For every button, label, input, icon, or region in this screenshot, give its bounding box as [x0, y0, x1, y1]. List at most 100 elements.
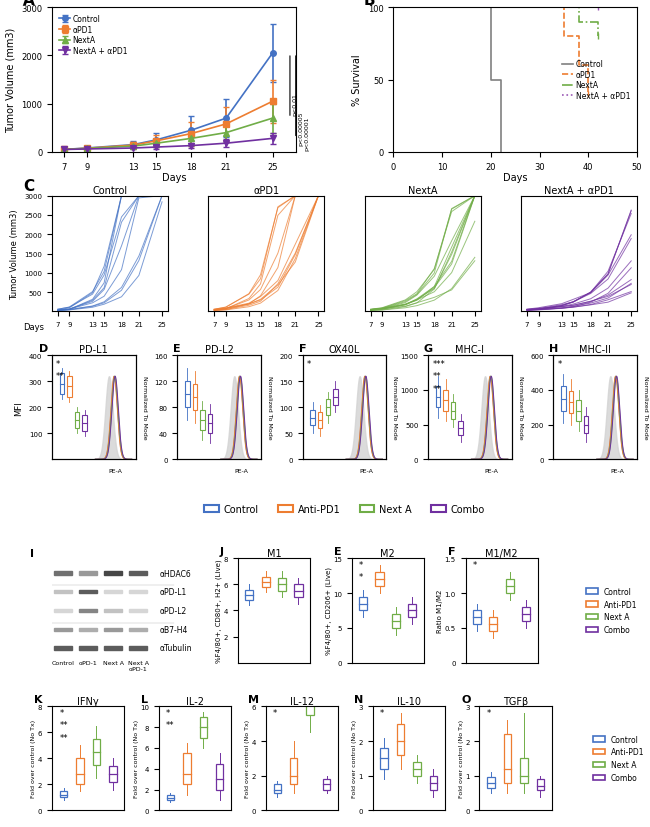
Text: **: **	[59, 733, 68, 742]
Bar	[473, 611, 481, 624]
Bar	[104, 590, 122, 594]
Bar	[200, 717, 207, 738]
Y-axis label: % Survival: % Survival	[352, 55, 362, 106]
Text: B: B	[364, 0, 376, 8]
Bar	[294, 585, 302, 598]
Title: TGFβ: TGFβ	[503, 696, 528, 705]
Text: K: K	[34, 695, 42, 705]
Title: MHC-II: MHC-II	[579, 345, 611, 355]
Bar	[290, 758, 298, 785]
Title: MHC-I: MHC-I	[456, 345, 484, 355]
Bar	[326, 400, 330, 415]
Text: *: *	[359, 560, 363, 569]
Y-axis label: Fold over control (No Tx): Fold over control (No Tx)	[352, 719, 357, 797]
Y-axis label: Normalized To Mode: Normalized To Mode	[643, 376, 648, 439]
Title: PD-L1: PD-L1	[79, 345, 108, 355]
Bar	[129, 590, 148, 594]
Text: PE-A: PE-A	[234, 468, 248, 473]
Text: L: L	[141, 695, 148, 705]
Bar	[192, 385, 197, 411]
Bar	[54, 647, 72, 650]
Bar	[79, 628, 97, 631]
Text: Control: Control	[51, 661, 74, 666]
Bar	[333, 390, 337, 405]
Text: *: *	[166, 708, 170, 717]
Bar	[306, 693, 314, 715]
Text: *: *	[473, 560, 477, 569]
Legend: Control, αPD1, NextA, NextA + αPD1: Control, αPD1, NextA, NextA + αPD1	[56, 12, 130, 59]
Bar	[104, 609, 122, 612]
Title: αPD1: αPD1	[254, 186, 280, 196]
Title: M2: M2	[380, 548, 395, 558]
Text: αPD-1: αPD-1	[79, 661, 97, 666]
Text: O: O	[462, 695, 471, 705]
Text: **: **	[432, 384, 441, 393]
Text: J: J	[220, 547, 224, 557]
Bar	[166, 795, 174, 800]
Text: αTubulin: αTubulin	[160, 643, 192, 653]
Text: p<0.00001: p<0.00001	[304, 117, 309, 151]
Text: αHDAC6: αHDAC6	[160, 569, 192, 578]
Bar	[376, 572, 384, 586]
Bar	[436, 387, 440, 408]
Legend: Control, Anti-PD1, Next A, Combo: Control, Anti-PD1, Next A, Combo	[583, 584, 640, 638]
Bar	[104, 647, 122, 650]
Text: p<0.00005: p<0.00005	[298, 112, 303, 146]
Text: Next A: Next A	[103, 661, 124, 666]
Bar	[443, 390, 448, 411]
Text: αPD-L1: αPD-L1	[160, 587, 187, 596]
Line: NextA: NextA	[393, 8, 598, 37]
Text: *: *	[56, 359, 60, 368]
Bar	[79, 647, 97, 650]
Text: H: H	[549, 343, 558, 354]
Text: Days: Days	[23, 323, 44, 332]
Bar	[397, 724, 404, 755]
Bar	[569, 391, 573, 414]
Control	[389, 3, 397, 13]
Bar	[67, 376, 72, 397]
Bar	[79, 571, 97, 575]
Bar	[216, 763, 224, 790]
Bar	[489, 618, 497, 632]
Bar	[520, 758, 528, 782]
Y-axis label: %F4/80+, CD206+ (Live): %F4/80+, CD206+ (Live)	[325, 566, 332, 655]
Bar	[506, 580, 514, 594]
Text: **: **	[432, 371, 441, 380]
Bar	[76, 758, 84, 785]
NextA	[560, 3, 568, 13]
NextA	[389, 3, 397, 13]
Bar	[79, 609, 97, 612]
Bar	[60, 374, 64, 394]
Title: Control: Control	[92, 186, 127, 196]
Bar	[522, 607, 530, 621]
Bar	[413, 762, 421, 776]
Text: Next A
αPD-1: Next A αPD-1	[128, 661, 149, 672]
Bar	[60, 791, 67, 797]
X-axis label: Days: Days	[162, 173, 186, 183]
Bar	[129, 628, 148, 631]
Y-axis label: %F4/80+, CD80+, H2+ (Live): %F4/80+, CD80+, H2+ (Live)	[216, 559, 222, 662]
Bar	[576, 401, 581, 422]
αPD1	[575, 61, 582, 71]
Control	[497, 148, 504, 158]
Title: NextA: NextA	[408, 186, 437, 196]
Y-axis label: Tumor Volume (mm3): Tumor Volume (mm3)	[10, 209, 19, 299]
Y-axis label: MFI: MFI	[14, 400, 23, 415]
Text: E: E	[173, 343, 181, 354]
Bar	[75, 413, 79, 428]
Text: ***: ***	[432, 359, 445, 368]
Text: E: E	[333, 547, 341, 557]
Bar	[183, 753, 190, 785]
Bar	[54, 571, 72, 575]
Text: PE-A: PE-A	[359, 468, 373, 473]
Legend: Control, Anti-PD1, Next A, Combo: Control, Anti-PD1, Next A, Combo	[590, 732, 647, 785]
Title: NextA + αPD1: NextA + αPD1	[544, 186, 614, 196]
Bar	[261, 577, 270, 587]
Y-axis label: Fold over control (No Tx): Fold over control (No Tx)	[459, 719, 464, 797]
Bar	[93, 739, 100, 765]
Y-axis label: Ratio M1/M2: Ratio M1/M2	[437, 589, 443, 633]
Title: M1: M1	[266, 548, 281, 558]
Bar	[310, 410, 315, 426]
Text: F: F	[447, 547, 455, 557]
Y-axis label: Normalized To Mode: Normalized To Mode	[142, 376, 147, 439]
